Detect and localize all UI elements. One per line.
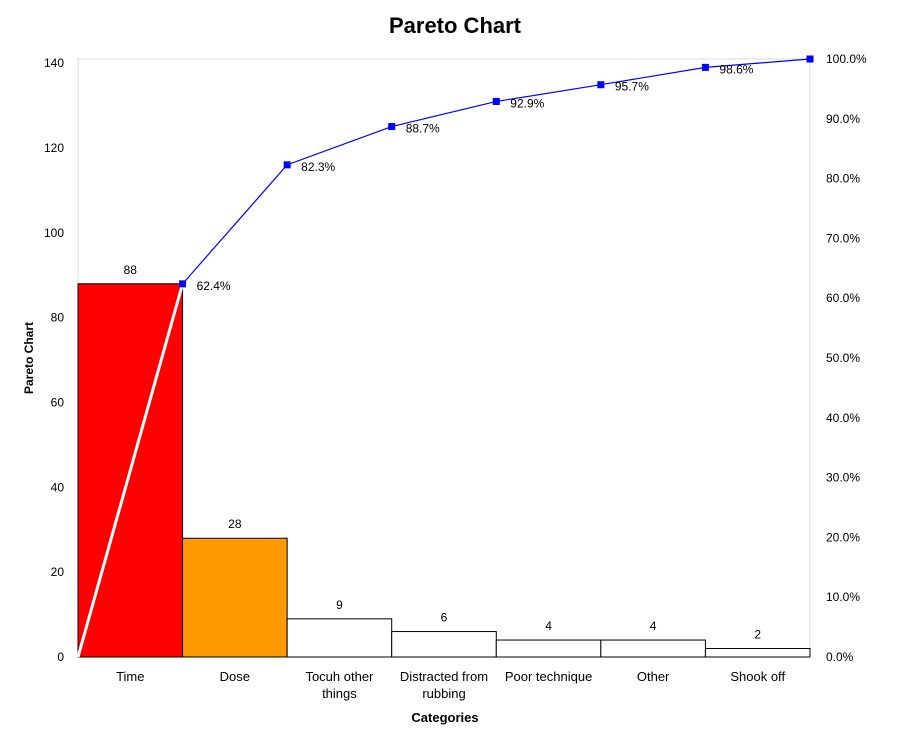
category-label-line: Distracted from: [400, 669, 488, 684]
cumulative-percent-label: 95.7%: [615, 80, 649, 94]
cumulative-percent-label: 88.7%: [406, 122, 440, 136]
y-right-tick-label: 60.0%: [826, 291, 860, 305]
x-axis-title: Categories: [411, 710, 478, 725]
cumulative-marker: [283, 161, 291, 169]
y-left-tick-label: 120: [44, 141, 64, 155]
y-right-tick-label: 40.0%: [826, 411, 860, 425]
y-right-tick-label: 70.0%: [826, 231, 860, 245]
bar-value-label: 2: [754, 628, 761, 642]
bar-value-label: 6: [441, 611, 448, 625]
first-bar-diagonal-line: [76, 283, 185, 658]
bar-4: [391, 631, 497, 658]
y-right-tick-label: 100.0%: [826, 52, 867, 66]
y-axis-title: Pareto Chart: [22, 322, 36, 394]
chart-title: Pareto Chart: [389, 13, 522, 38]
category-label: Dose: [220, 669, 250, 684]
bar-6: [600, 639, 706, 658]
cumulative-marker: [701, 63, 709, 71]
category-label: Tocuh other things: [305, 669, 374, 701]
category-label-line: Other: [637, 669, 670, 684]
y-left-tick-label: 100: [44, 226, 64, 240]
y-right-tick-label: 50.0%: [826, 351, 860, 365]
category-label-line: Poor technique: [505, 669, 592, 684]
bar-2: [182, 537, 288, 658]
category-label: Time: [116, 669, 144, 684]
cumulative-percent-label: 98.6%: [719, 62, 753, 76]
bar-3: [286, 618, 393, 658]
category-label-line: Dose: [220, 669, 250, 684]
category-label-line: Shook off: [730, 669, 785, 684]
cumulative-marker: [179, 280, 187, 288]
bar-value-label: 9: [336, 598, 343, 612]
y-right-tick-label: 10.0%: [826, 590, 860, 604]
y-right-tick-label: 0.0%: [826, 650, 854, 664]
y-left-tick-label: 60: [51, 396, 65, 410]
bar-5: [495, 639, 602, 658]
category-label: Poor technique: [505, 669, 592, 684]
y-left-tick-label: 140: [44, 56, 64, 70]
y-right-tick-label: 30.0%: [826, 471, 860, 485]
category-label-line: Tocuh other: [305, 669, 374, 684]
y-right-tick-label: 90.0%: [826, 112, 860, 126]
y-left-tick-label: 80: [51, 311, 65, 325]
cumulative-percent-label: 62.4%: [197, 279, 231, 293]
bar-value-label: 28: [228, 517, 242, 531]
cumulative-percent-label: 82.3%: [301, 160, 335, 174]
bar-value-label: 4: [545, 619, 552, 633]
category-label-line: things: [322, 686, 357, 701]
cumulative-line: [182, 58, 811, 285]
category-label: Other: [637, 669, 670, 684]
category-label: Distracted from rubbing: [400, 669, 488, 701]
y-left-tick-label: 0: [57, 650, 64, 664]
category-label-line: rubbing: [422, 686, 465, 701]
category-label-line: Time: [116, 669, 144, 684]
cumulative-marker: [388, 123, 396, 131]
bar-7: [704, 648, 811, 658]
bar-value-label: 88: [124, 263, 138, 277]
category-label: Shook off: [730, 669, 785, 684]
y-left-tick-label: 40: [51, 480, 65, 494]
plot-layer: 0 20 40 60 80 100 120 140 0.0% 10.0% 20.0% 30.0% 40.…: [44, 52, 867, 701]
cumulative-marker: [492, 97, 500, 105]
y-right-tick-label: 80.0%: [826, 172, 860, 186]
y-right-tick-label: 20.0%: [826, 530, 860, 544]
cumulative-percent-label: 92.9%: [510, 96, 544, 110]
bar-value-label: 4: [650, 619, 657, 633]
cumulative-marker: [597, 81, 605, 89]
cumulative-marker: [806, 55, 814, 63]
y-left-tick-label: 20: [51, 565, 65, 579]
